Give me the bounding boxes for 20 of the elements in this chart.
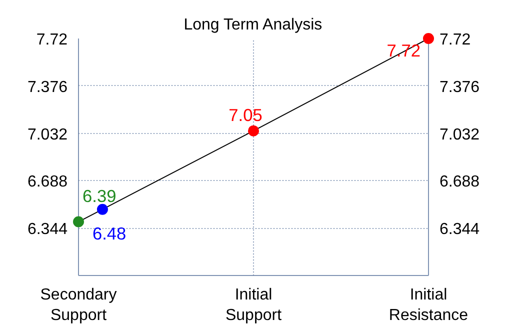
point [73,216,84,228]
data-label: 6.39 [82,186,116,206]
x-tick-label: Initial Resistance [388,286,468,324]
y-tick-label: 7.032 [27,126,68,144]
y2-tick-label: 7.376 [440,78,480,96]
y2-tick-label: 7.032 [440,126,480,144]
y-tick-label: 6.344 [27,221,68,238]
x-tick-label: Initial Support [225,286,282,324]
point [423,33,434,44]
data-label: 7.05 [228,104,262,125]
y-tick-label: 7.72 [36,32,68,48]
y2-tick-label: 6.344 [440,221,480,238]
chart-title: Long Term Analysis [184,16,322,34]
x-tick-label: Secondary Support [40,286,117,324]
point [248,125,259,136]
y2-tick-label: 7.72 [440,32,471,48]
y2-tick-label: 6.688 [440,174,480,191]
y-tick-label: 7.376 [27,78,68,96]
data-label: 6.48 [92,223,126,244]
y-tick-label: 6.688 [27,174,68,191]
